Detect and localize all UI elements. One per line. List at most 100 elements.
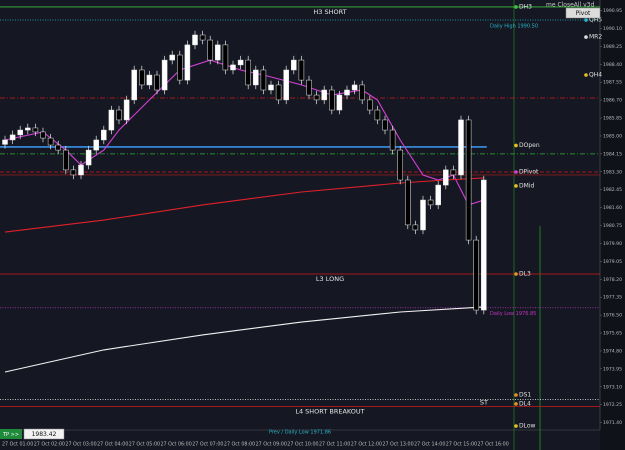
candle-body xyxy=(47,137,54,146)
candle-body xyxy=(32,127,39,133)
candle-body xyxy=(169,54,175,61)
x-tick-label: 27 Oct 07:00 xyxy=(192,442,223,448)
candle-body xyxy=(351,84,358,91)
indicator-line xyxy=(4,306,484,373)
candle-body xyxy=(253,69,259,86)
candle-body xyxy=(260,69,267,91)
marker-label: DL4 xyxy=(519,400,531,407)
candle-body xyxy=(412,224,419,231)
candle-body xyxy=(123,99,130,121)
candle-body xyxy=(306,79,312,96)
marker-label: DH3 xyxy=(519,3,532,10)
candle-body xyxy=(450,169,457,176)
marker-label: DL3 xyxy=(519,271,531,278)
candle-body xyxy=(146,74,153,86)
candle-body xyxy=(374,109,381,121)
marker-label: DPivot xyxy=(519,169,539,176)
marker-dot xyxy=(514,402,518,406)
candle-body xyxy=(116,109,122,121)
pivot-button-label[interactable]: Pivot xyxy=(576,10,591,17)
level-label: Daily Low 1976.85 xyxy=(490,311,536,317)
x-tick-label: 27 Oct 11:00 xyxy=(319,442,350,448)
y-tick-label: 1975.65 xyxy=(603,331,622,337)
price-axis xyxy=(600,0,625,450)
price-box-label: 1983.42 xyxy=(32,431,57,438)
marker-dot xyxy=(584,35,588,39)
candle-body xyxy=(481,179,487,311)
candle-body xyxy=(215,44,221,61)
x-tick-label: 27 Oct 03:00 xyxy=(65,442,96,448)
y-tick-label: 1973.10 xyxy=(603,384,622,390)
x-tick-label: 27 Oct 16:00 xyxy=(478,442,509,448)
y-tick-label: 1971.40 xyxy=(603,420,622,426)
candle-body xyxy=(55,144,61,151)
candle-body xyxy=(207,39,213,61)
labels: 1990.95 1990.10 1989.25 1988.40 1987.55 1986.… xyxy=(2,3,622,447)
candle-body xyxy=(435,184,441,206)
candle-body xyxy=(184,44,191,81)
marker-label: DLow xyxy=(519,422,536,429)
y-tick-label: 1988.40 xyxy=(603,62,622,68)
y-tick-label: 1979.05 xyxy=(603,259,622,265)
y-tick-label: 1985.00 xyxy=(603,133,622,139)
x-tick-label: 27 Oct 13:00 xyxy=(382,442,413,448)
y-tick-label: 1977.35 xyxy=(603,295,622,301)
marker-label: MR2 xyxy=(589,34,602,41)
candle-body xyxy=(2,139,8,145)
x-tick-label: 27 Oct 04:00 xyxy=(97,442,128,448)
candle-body xyxy=(465,119,472,241)
marker-label: QH5 xyxy=(589,17,602,24)
candle-body xyxy=(177,54,183,81)
candle-body xyxy=(222,44,229,71)
level-label: Daily High 1990.50 xyxy=(490,24,538,30)
marker-label: DS1 xyxy=(519,392,531,399)
candle-body xyxy=(313,94,320,101)
candle-body xyxy=(291,59,297,71)
x-tick-label: 27 Oct 02:00 xyxy=(34,442,65,448)
y-tick-label: 1990.95 xyxy=(603,8,622,14)
candle-body xyxy=(321,89,327,101)
y-tick-label: 1974.80 xyxy=(603,348,622,354)
candle-body xyxy=(108,109,115,131)
level-label: L3 LONG xyxy=(316,275,344,283)
y-tick-label: 1972.25 xyxy=(603,402,622,408)
candle-body xyxy=(283,69,289,101)
candle-body xyxy=(382,119,388,131)
marker-dot xyxy=(584,73,588,77)
candle-body xyxy=(329,89,335,111)
x-tick-label: 27 Oct 08:00 xyxy=(224,442,255,448)
candle-body xyxy=(17,129,23,136)
candle-body xyxy=(443,169,449,186)
candle-body xyxy=(154,74,160,91)
tp-button-label[interactable]: TP >> xyxy=(2,432,19,438)
marker-dot xyxy=(514,393,518,397)
candle-body xyxy=(473,239,479,311)
marker-dot xyxy=(514,143,518,148)
y-tick-label: 1983.30 xyxy=(603,169,622,175)
candle-body xyxy=(237,59,244,66)
candle-body xyxy=(139,69,145,86)
tp-button[interactable] xyxy=(0,429,22,439)
y-tick-label: 1979.90 xyxy=(603,241,622,247)
level-label: L4 SHORT BREAKOUT xyxy=(295,407,364,415)
candle-body xyxy=(78,164,84,176)
candle-body xyxy=(268,84,274,91)
x-tick-label: 27 Oct 12:00 xyxy=(351,442,382,448)
candle-body xyxy=(245,59,251,86)
y-tick-label: 1984.15 xyxy=(603,151,622,157)
candle-body xyxy=(131,69,137,101)
level-label: ST xyxy=(480,398,488,406)
marker-dot xyxy=(514,272,518,276)
y-tick-label: 1986.70 xyxy=(603,98,622,104)
candle-body xyxy=(336,94,343,111)
pivot-button[interactable] xyxy=(565,7,601,19)
header-text: me CloseAll v3d xyxy=(546,2,595,9)
levels xyxy=(0,6,600,407)
candle-body xyxy=(40,131,46,139)
candle-body xyxy=(101,129,107,141)
marker-label: QH4 xyxy=(589,72,602,79)
marker-label: DOpen xyxy=(519,142,540,149)
